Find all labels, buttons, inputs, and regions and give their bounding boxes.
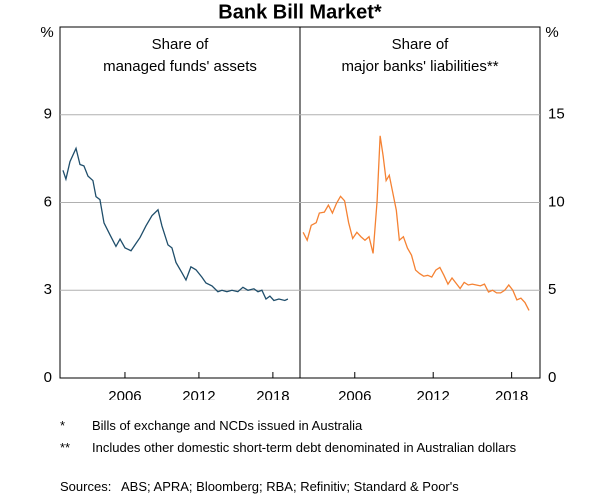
x-tick-label: 2012 xyxy=(417,388,450,400)
y-tick-label: 9 xyxy=(44,106,52,123)
y-axis-label: % xyxy=(40,24,53,41)
y-axis-label: % xyxy=(545,24,558,41)
data-line xyxy=(302,135,530,311)
sources-label: Sources: xyxy=(60,479,112,494)
y-tick-label: 5 xyxy=(548,281,556,298)
y-tick-label: 6 xyxy=(44,193,52,210)
y-tick-label: 10 xyxy=(548,193,565,210)
y-tick-label: 3 xyxy=(44,281,52,298)
chart: Bank Bill Market* Share of managed funds'… xyxy=(40,1,565,400)
chart-title: Bank Bill Market* xyxy=(218,1,382,23)
panel-title: major banks' liabilities** xyxy=(341,58,498,75)
y-tick-label: 15 xyxy=(548,106,565,123)
panel-title: Share of xyxy=(392,36,450,53)
y-tick-label: 0 xyxy=(44,369,52,386)
note-text: Bills of exchange and NCDs issued in Aus… xyxy=(92,418,363,433)
note-symbol: ** xyxy=(60,440,71,455)
y-tick-label: 0 xyxy=(548,369,556,386)
note-symbol: * xyxy=(60,418,66,433)
sources-text: ABS; APRA; Bloomberg; RBA; Refinitiv; St… xyxy=(121,479,459,494)
x-tick-label: 2018 xyxy=(495,388,528,400)
data-line xyxy=(62,146,289,302)
panel-title: Share of xyxy=(152,36,210,53)
x-tick-label: 2012 xyxy=(182,388,215,400)
panel-title: managed funds' assets xyxy=(103,58,257,75)
x-tick-label: 2006 xyxy=(108,388,141,400)
note-text: Includes other domestic short-term debt … xyxy=(92,440,517,455)
x-tick-label: 2018 xyxy=(256,388,289,400)
x-tick-label: 2006 xyxy=(338,388,371,400)
